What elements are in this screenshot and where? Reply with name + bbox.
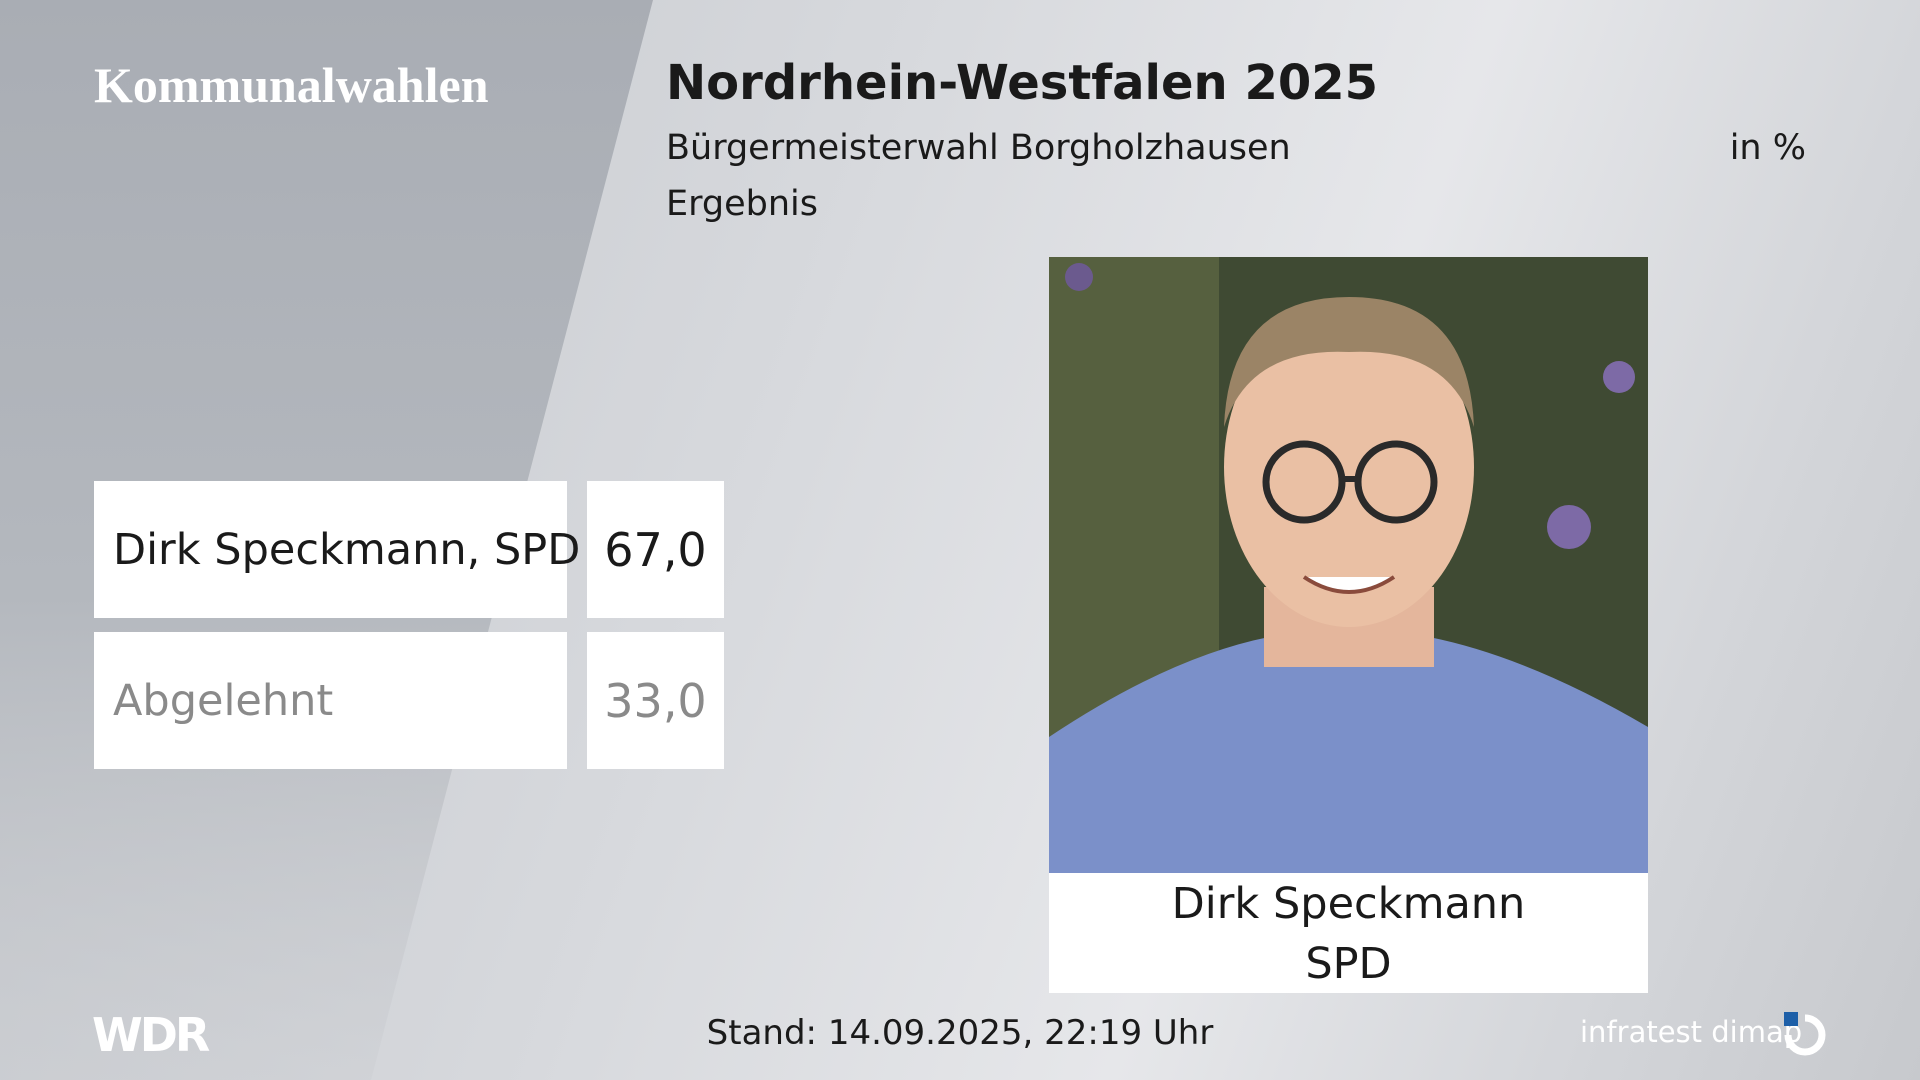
value-cell: 33,0 xyxy=(604,673,707,728)
title: Nordrhein-Westfalen 2025 xyxy=(666,55,1379,111)
caption-name: Dirk Speckmann xyxy=(1171,879,1526,929)
source-logo xyxy=(1784,1012,1826,1056)
result-row: Dirk Speckmann, SPD xyxy=(94,481,580,618)
source-label: infratest dimap xyxy=(1580,1015,1803,1049)
value-cell: 67,0 xyxy=(604,522,707,577)
broadcaster-logo: WDR xyxy=(92,1008,210,1062)
status: Ergebnis xyxy=(666,184,818,224)
candidate-photo xyxy=(1049,257,1648,873)
candidate-name-cell: Abgelehnt xyxy=(113,675,334,726)
result-value: 33,0 xyxy=(587,632,724,769)
candidate-name-cell: Dirk Speckmann, SPD xyxy=(113,524,581,575)
section-label: Kommunalwahlen xyxy=(94,57,489,113)
timestamp: Stand: 14.09.2025, 22:19 Uhr xyxy=(706,1013,1214,1053)
unit: in % xyxy=(1729,128,1806,168)
photo-caption: Dirk Speckmann SPD xyxy=(1049,873,1648,993)
caption-party: SPD xyxy=(1305,939,1392,989)
result-row: Abgelehnt xyxy=(94,632,567,769)
result-value: 67,0 xyxy=(587,481,724,618)
subtitle: Bürgermeisterwahl Borgholzhausen xyxy=(666,128,1291,168)
